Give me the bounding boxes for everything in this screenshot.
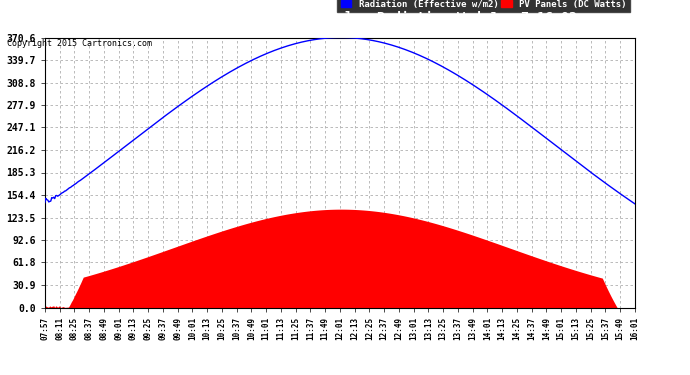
Legend: Radiation (Effective w/m2), PV Panels (DC Watts): Radiation (Effective w/m2), PV Panels (D… [337, 0, 630, 12]
Text: Copyright 2015 Cartronics.com: Copyright 2015 Cartronics.com [7, 39, 152, 48]
Text: Total PV Power & Effective Solar Radiation Wed Jan 7 16:02: Total PV Power & Effective Solar Radiati… [113, 11, 577, 24]
